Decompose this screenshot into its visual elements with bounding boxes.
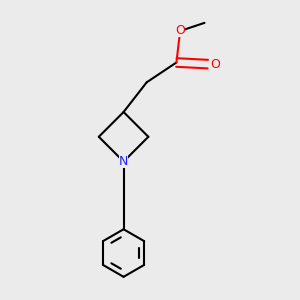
Text: O: O (175, 24, 185, 37)
Text: O: O (210, 58, 220, 70)
Text: N: N (119, 155, 128, 168)
